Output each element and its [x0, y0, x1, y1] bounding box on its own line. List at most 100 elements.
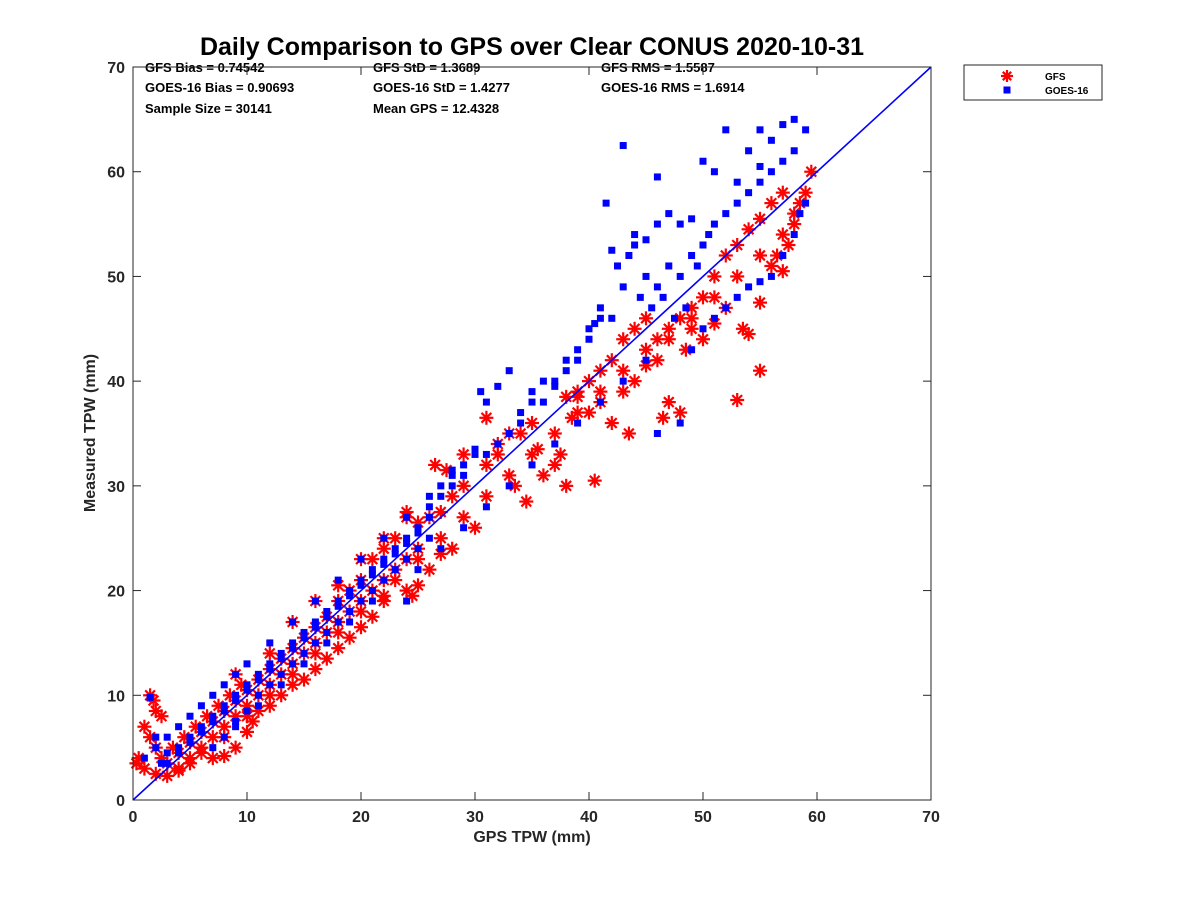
gfs-point [627, 321, 642, 336]
gfs-point [775, 185, 790, 200]
gfs-point [217, 719, 232, 734]
goes16-point [403, 534, 411, 542]
goes16-point [688, 251, 696, 259]
goes16-point [209, 717, 217, 725]
x-axis-label: GPS TPW (mm) [473, 829, 590, 846]
goes16-point [175, 723, 183, 731]
legend-label: GOES-16 [1045, 86, 1089, 97]
goes16-point [175, 749, 183, 757]
gfs-point [781, 238, 796, 253]
goes16-point [745, 283, 753, 291]
goes16-point [346, 587, 354, 595]
goes16-point [391, 545, 399, 553]
gfs-point [502, 468, 517, 483]
goes16-point [311, 597, 319, 605]
goes16-point [243, 681, 251, 689]
goes16-point [425, 513, 433, 521]
goes16-point [380, 534, 388, 542]
goes16-point [209, 712, 217, 720]
goes16-point [676, 419, 684, 427]
goes16-point [676, 272, 684, 280]
gfs-point [411, 578, 425, 593]
goes16-point [289, 644, 297, 652]
one-to-one-line [132, 66, 932, 801]
goes16-point [482, 398, 490, 406]
goes16-point [631, 241, 639, 249]
goes16-point [722, 304, 730, 312]
gfs-point [604, 416, 619, 431]
goes16-point [380, 576, 388, 584]
gfs-point [650, 353, 665, 368]
goes16-point [659, 293, 667, 301]
goes16-point [642, 236, 650, 244]
statistics-block: GFS Bias = 0.74542 GFS StD = 1.3689 GFS RM… [145, 60, 745, 116]
goes16-point [767, 168, 775, 176]
gfs-point [559, 478, 574, 493]
gfs-point [137, 761, 152, 776]
goes16-point [289, 660, 297, 668]
goes16-point [733, 178, 741, 186]
goes16-point [648, 304, 656, 312]
goes16-point [790, 231, 798, 239]
goes16-point [636, 293, 644, 301]
goes16-point [277, 655, 285, 663]
y-tick-label: 20 [107, 584, 125, 601]
goes16-point [391, 566, 399, 574]
goes16-point [551, 440, 559, 448]
legend-goes16-marker [1003, 86, 1011, 94]
goes16-point [596, 314, 604, 322]
goes16-point [414, 545, 422, 553]
stat-label: GOES-16 RMS = 1.6914 [601, 80, 745, 95]
goes16-point [220, 707, 228, 715]
goes16-point [688, 215, 696, 223]
goes16-point [300, 649, 308, 657]
goes16-point [779, 157, 787, 165]
goes16-point [403, 597, 411, 605]
gfs-point [513, 426, 528, 441]
goes16-point [562, 356, 570, 364]
goes16-point [277, 681, 285, 689]
goes16-point [722, 210, 730, 218]
gfs-point [274, 688, 289, 703]
goes16-point [300, 628, 308, 636]
goes16-point [653, 283, 661, 291]
gfs-point [616, 332, 631, 347]
gfs-point [616, 384, 631, 399]
goes16-point [437, 545, 445, 553]
x-tick-label: 0 [129, 809, 138, 826]
gfs-point [570, 405, 585, 420]
goes16-point [710, 168, 718, 176]
y-tick-label: 0 [116, 793, 125, 810]
goes16-point [562, 367, 570, 375]
goes16-point [756, 178, 764, 186]
goes16-point [266, 639, 274, 647]
gfs-point [525, 416, 539, 431]
goes16-point [505, 430, 513, 437]
gfs-point [696, 332, 710, 347]
goes16-point [471, 450, 479, 458]
x-axis-ticks: 0 10 20 30 40 50 60 70 [129, 67, 940, 826]
gfs-point [456, 510, 471, 525]
goes16-point [688, 346, 696, 354]
goes16-point [197, 723, 205, 731]
goes16-point [232, 723, 240, 731]
gfs-point [205, 751, 220, 766]
gfs-point [428, 457, 443, 472]
gfs-point [775, 264, 790, 279]
goes16-point [676, 220, 684, 228]
x-tick-label: 70 [922, 809, 940, 826]
goes16-point [733, 293, 741, 301]
gfs-point [456, 447, 471, 462]
goes16-point [357, 576, 365, 584]
goes16-point [209, 691, 217, 699]
goes16-point [323, 608, 331, 616]
gfs-point [753, 295, 767, 310]
goes16-point [596, 398, 604, 406]
goes16-point [232, 697, 240, 705]
goes16-point [334, 602, 342, 610]
goes16-point [448, 482, 456, 490]
goes16-point [574, 356, 582, 364]
gfs-point [696, 290, 710, 305]
goes16-point [254, 691, 262, 699]
